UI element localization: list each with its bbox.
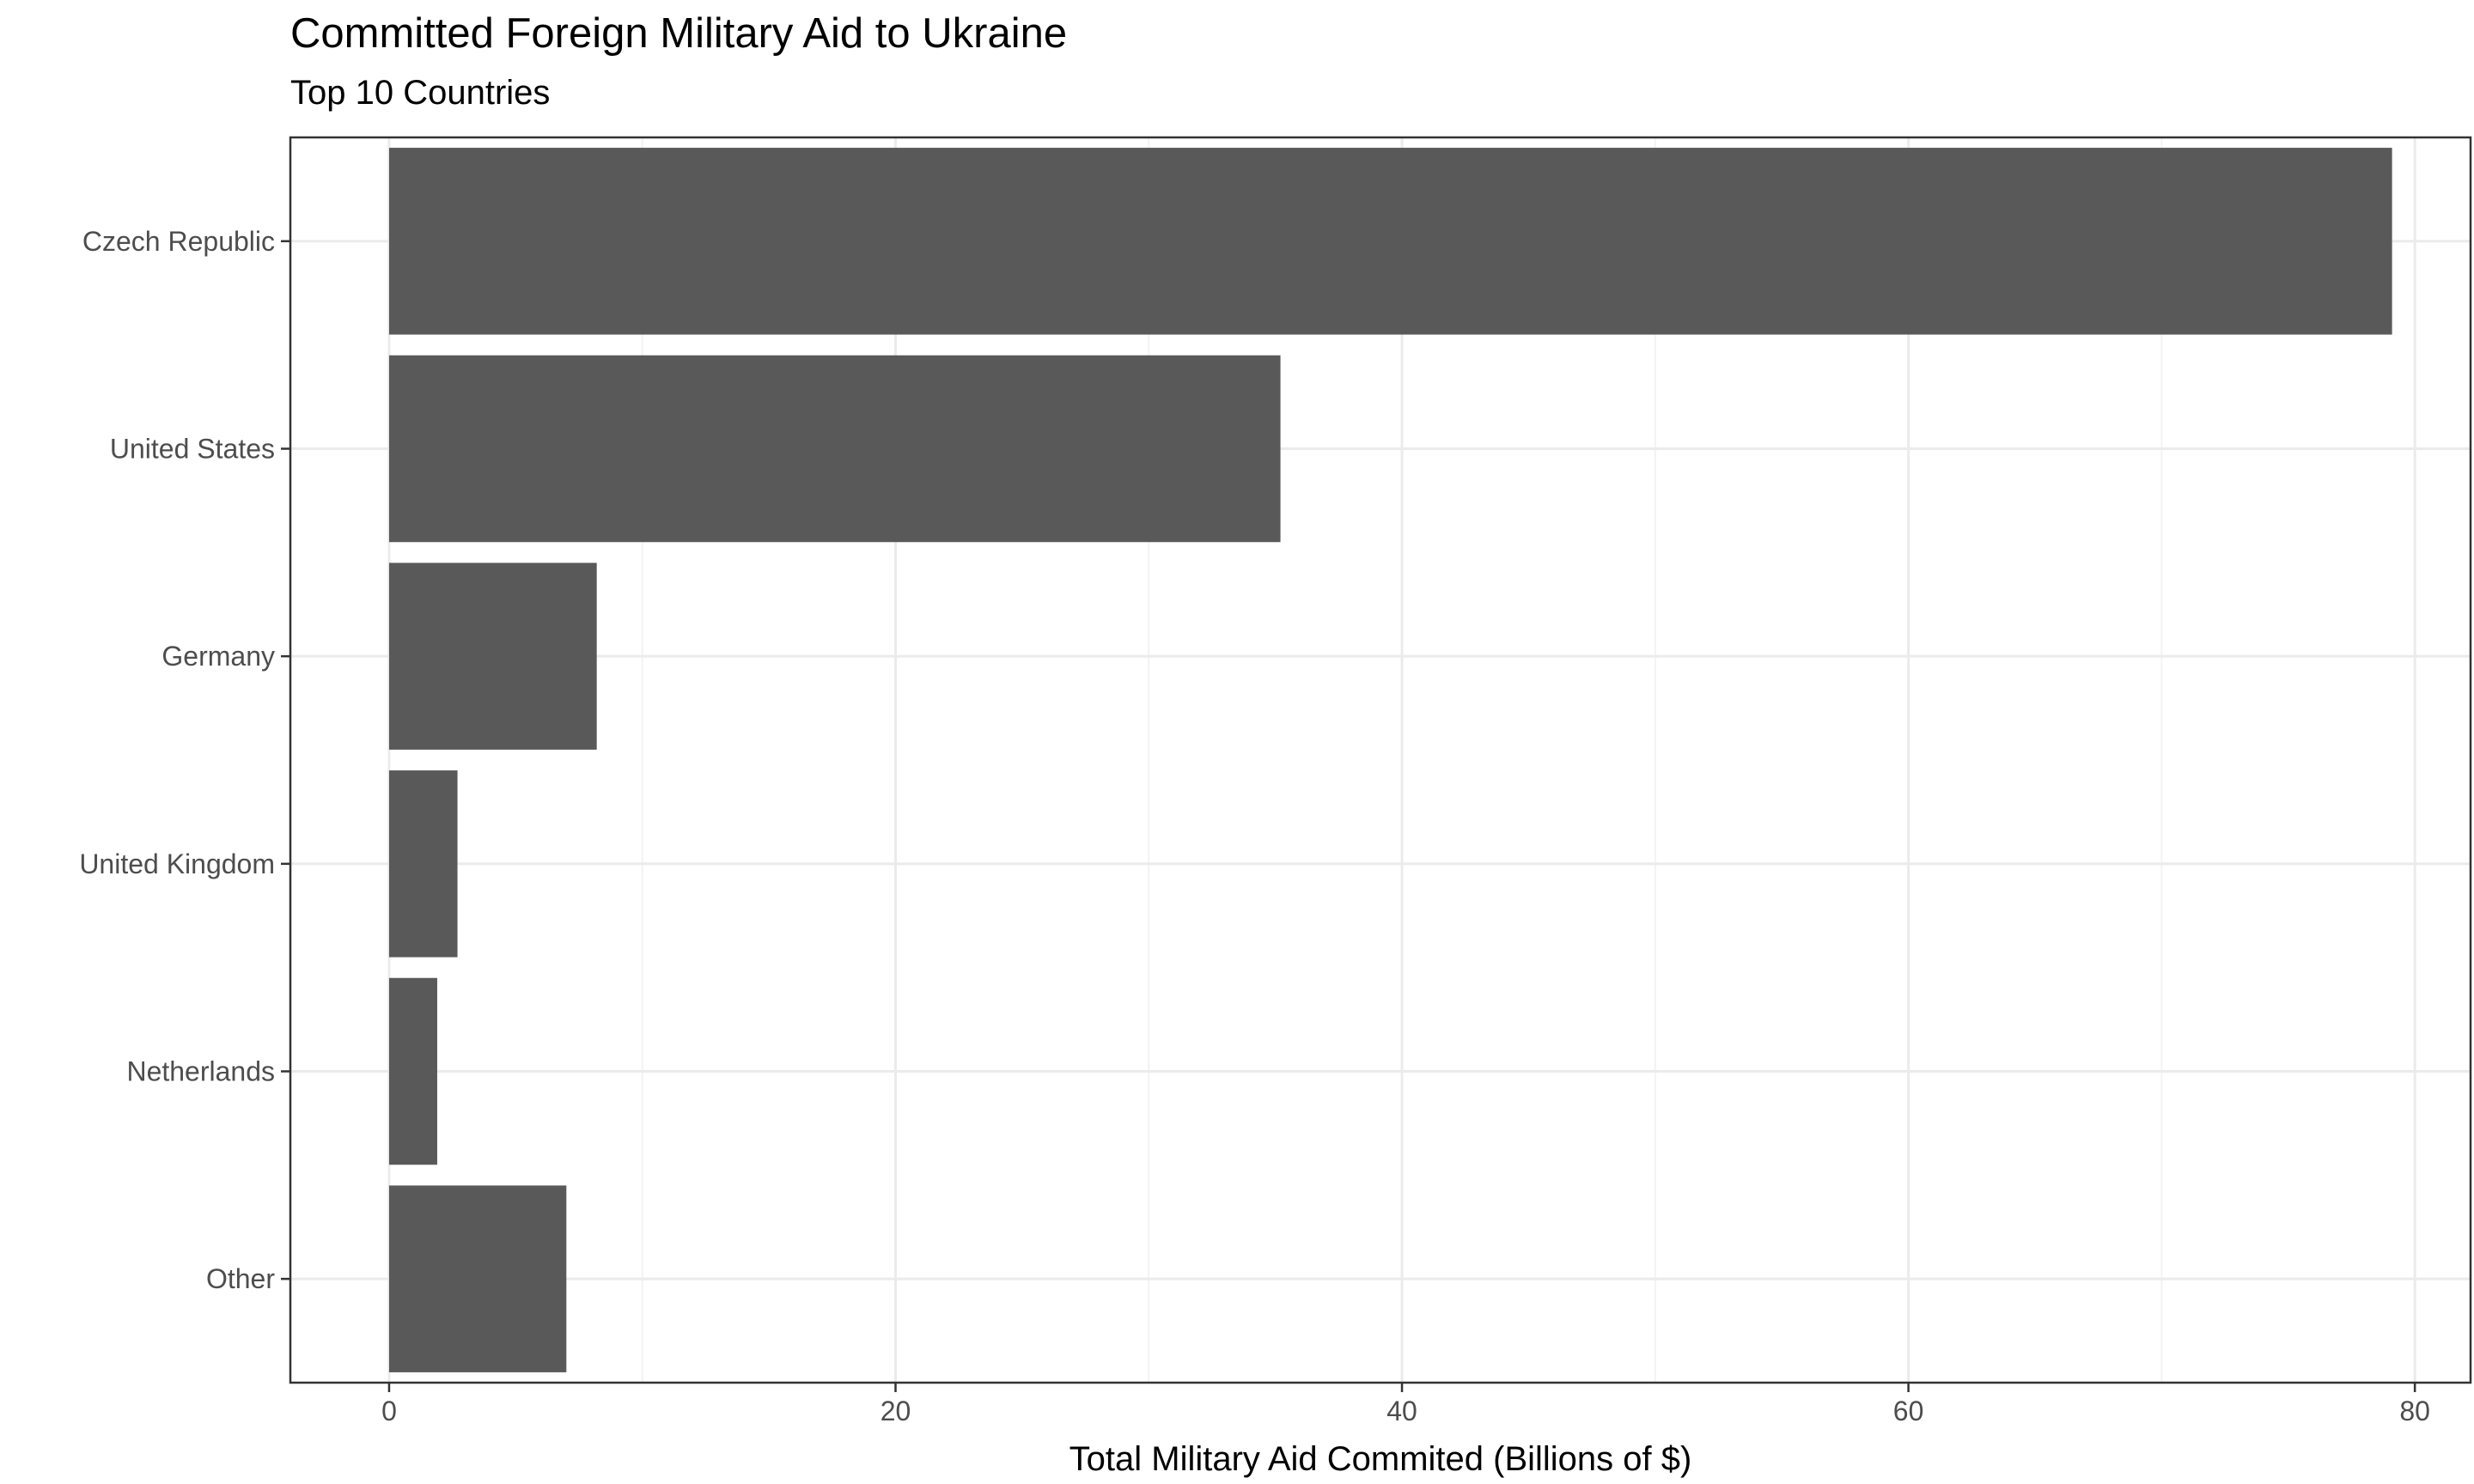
x-tick-label: 80	[2399, 1396, 2430, 1426]
major-gridlines	[290, 137, 2471, 1383]
x-tick-label: 0	[381, 1396, 397, 1426]
minor-gridlines	[641, 137, 2163, 1383]
y-axis: Czech Republic United States Germany United…	[79, 226, 290, 1294]
chart-title: Committed Foreign Military Aid to Ukrain…	[290, 10, 1068, 57]
y-tick-label: Netherlands	[126, 1056, 275, 1087]
x-tick-label: 20	[881, 1396, 911, 1426]
y-tick-label: Czech Republic	[82, 226, 275, 257]
y-tick-label: United States	[110, 434, 275, 465]
bar	[388, 770, 458, 958]
bars	[388, 148, 2392, 1372]
chart-subtitle: Top 10 Countries	[290, 74, 551, 112]
x-axis-title: Total Military Aid Commited (Billions of…	[1069, 1440, 1692, 1478]
x-axis: 0 20 40 60 80	[381, 1383, 2430, 1426]
y-tick-label: Other	[206, 1263, 275, 1294]
y-tick-label: United Kingdom	[79, 848, 275, 879]
bar	[388, 563, 597, 750]
x-tick-label: 40	[1386, 1396, 1417, 1426]
bar	[388, 148, 2392, 335]
bar	[388, 355, 1281, 543]
x-tick-label: 60	[1893, 1396, 1924, 1426]
bar	[388, 977, 437, 1165]
y-tick-label: Germany	[161, 641, 275, 672]
panel-border	[289, 136, 2472, 1384]
bar	[388, 1185, 567, 1372]
